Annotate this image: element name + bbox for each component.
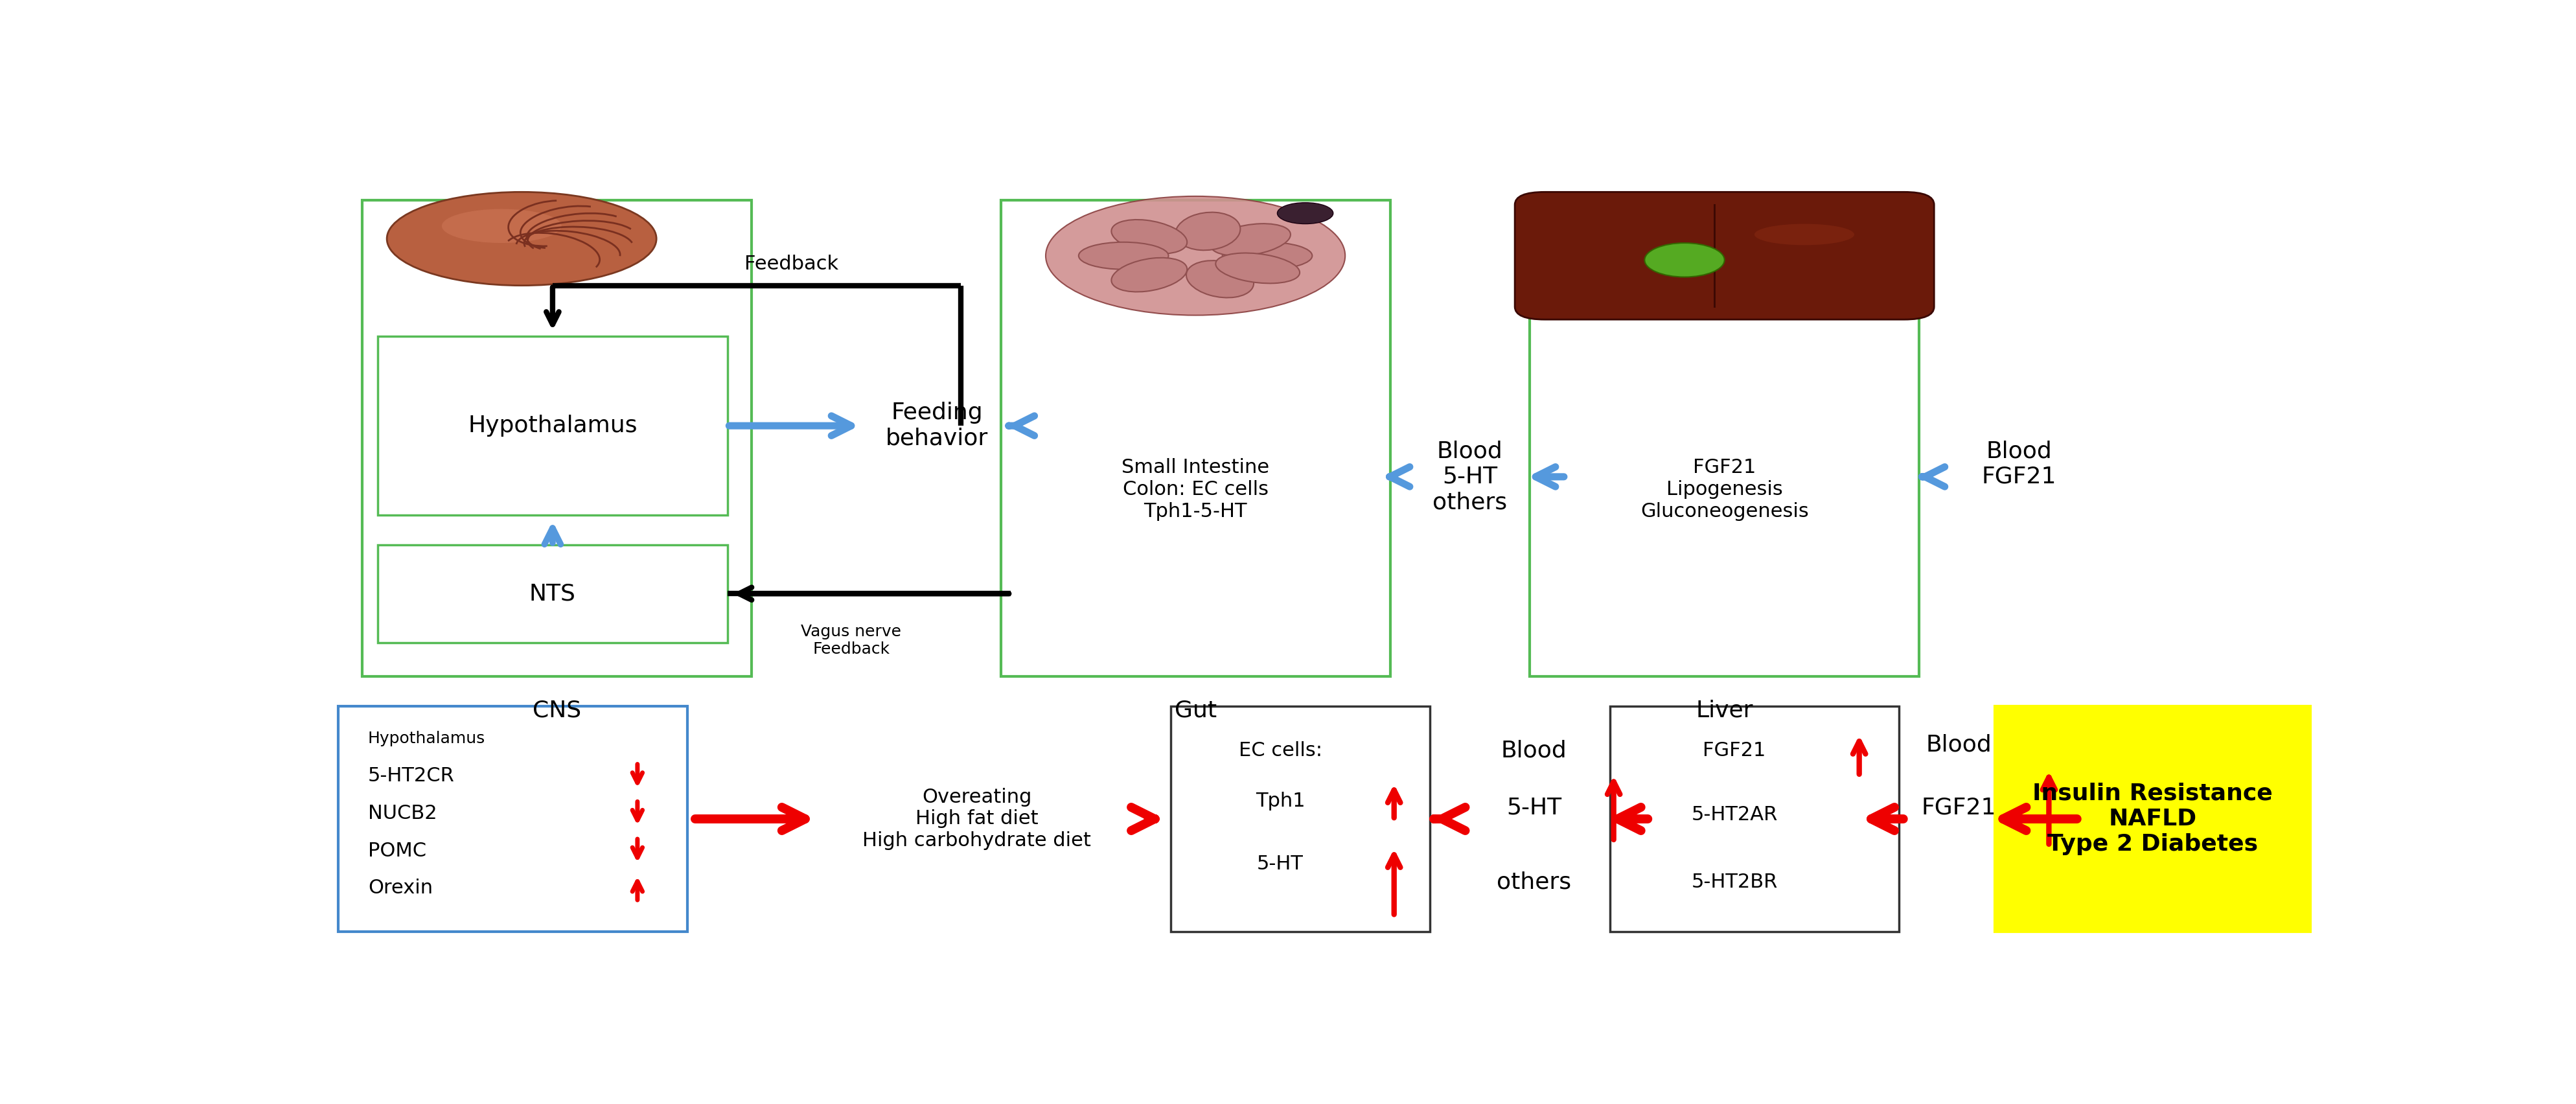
Text: 5-HT: 5-HT <box>1257 854 1303 873</box>
Text: Hypothalamus: Hypothalamus <box>469 415 636 437</box>
Text: Blood: Blood <box>1502 740 1566 762</box>
Bar <box>361 201 752 677</box>
Ellipse shape <box>1216 253 1301 284</box>
Text: Liver: Liver <box>1695 700 1754 722</box>
Text: Vagus nerve
Feedback: Vagus nerve Feedback <box>801 624 902 657</box>
Ellipse shape <box>1211 224 1291 256</box>
Text: FGF21: FGF21 <box>1922 797 1996 819</box>
Ellipse shape <box>386 192 657 286</box>
Bar <box>1002 201 1391 677</box>
Text: Orexin: Orexin <box>368 879 433 898</box>
Text: Hypothalamus: Hypothalamus <box>368 731 484 746</box>
Text: Feeding
behavior: Feeding behavior <box>886 402 989 449</box>
Ellipse shape <box>1188 261 1255 298</box>
Text: Overeating
High fat diet
High carbohydrate diet: Overeating High fat diet High carbohydra… <box>863 788 1092 850</box>
Ellipse shape <box>1754 224 1855 245</box>
Text: CNS: CNS <box>533 700 582 722</box>
Bar <box>1530 201 1919 677</box>
Bar <box>1994 707 2311 932</box>
Text: EC cells:: EC cells: <box>1239 741 1321 760</box>
Ellipse shape <box>443 209 562 243</box>
Ellipse shape <box>1079 242 1170 269</box>
Ellipse shape <box>1110 220 1188 254</box>
Bar <box>379 337 726 514</box>
Bar <box>1610 707 1899 932</box>
Text: Insulin Resistance
NAFLD
Type 2 Diabetes: Insulin Resistance NAFLD Type 2 Diabetes <box>2032 783 2272 856</box>
Ellipse shape <box>1278 203 1334 224</box>
Bar <box>1170 707 1430 932</box>
Text: others: others <box>1497 871 1571 893</box>
Ellipse shape <box>1175 212 1239 251</box>
Text: Blood
FGF21: Blood FGF21 <box>1981 440 2056 488</box>
Text: NTS: NTS <box>528 583 577 605</box>
Text: 5-HT2AR: 5-HT2AR <box>1692 805 1777 824</box>
Text: POMC: POMC <box>368 841 425 860</box>
Text: Feedback: Feedback <box>744 255 837 274</box>
Ellipse shape <box>1224 242 1311 269</box>
Text: Small Intestine
Colon: EC cells
Tph1-5-HT: Small Intestine Colon: EC cells Tph1-5-H… <box>1121 458 1270 521</box>
FancyBboxPatch shape <box>1515 192 1935 319</box>
Ellipse shape <box>1643 243 1723 277</box>
Text: 5-HT2CR: 5-HT2CR <box>368 766 453 785</box>
Text: FGF21
Lipogenesis
Gluconeogenesis: FGF21 Lipogenesis Gluconeogenesis <box>1641 458 1808 521</box>
Text: Gut: Gut <box>1175 700 1216 722</box>
Text: Tph1: Tph1 <box>1255 792 1306 810</box>
Text: Blood: Blood <box>1927 733 1991 755</box>
Text: FGF21: FGF21 <box>1703 741 1767 760</box>
Bar <box>379 544 726 643</box>
Ellipse shape <box>1046 197 1345 316</box>
Text: 5-HT2BR: 5-HT2BR <box>1692 872 1777 891</box>
Bar <box>337 707 688 932</box>
Text: NUCB2: NUCB2 <box>368 804 438 822</box>
Text: Blood
5-HT
others: Blood 5-HT others <box>1432 440 1507 513</box>
Text: 5-HT: 5-HT <box>1507 797 1561 819</box>
Ellipse shape <box>1110 257 1188 291</box>
